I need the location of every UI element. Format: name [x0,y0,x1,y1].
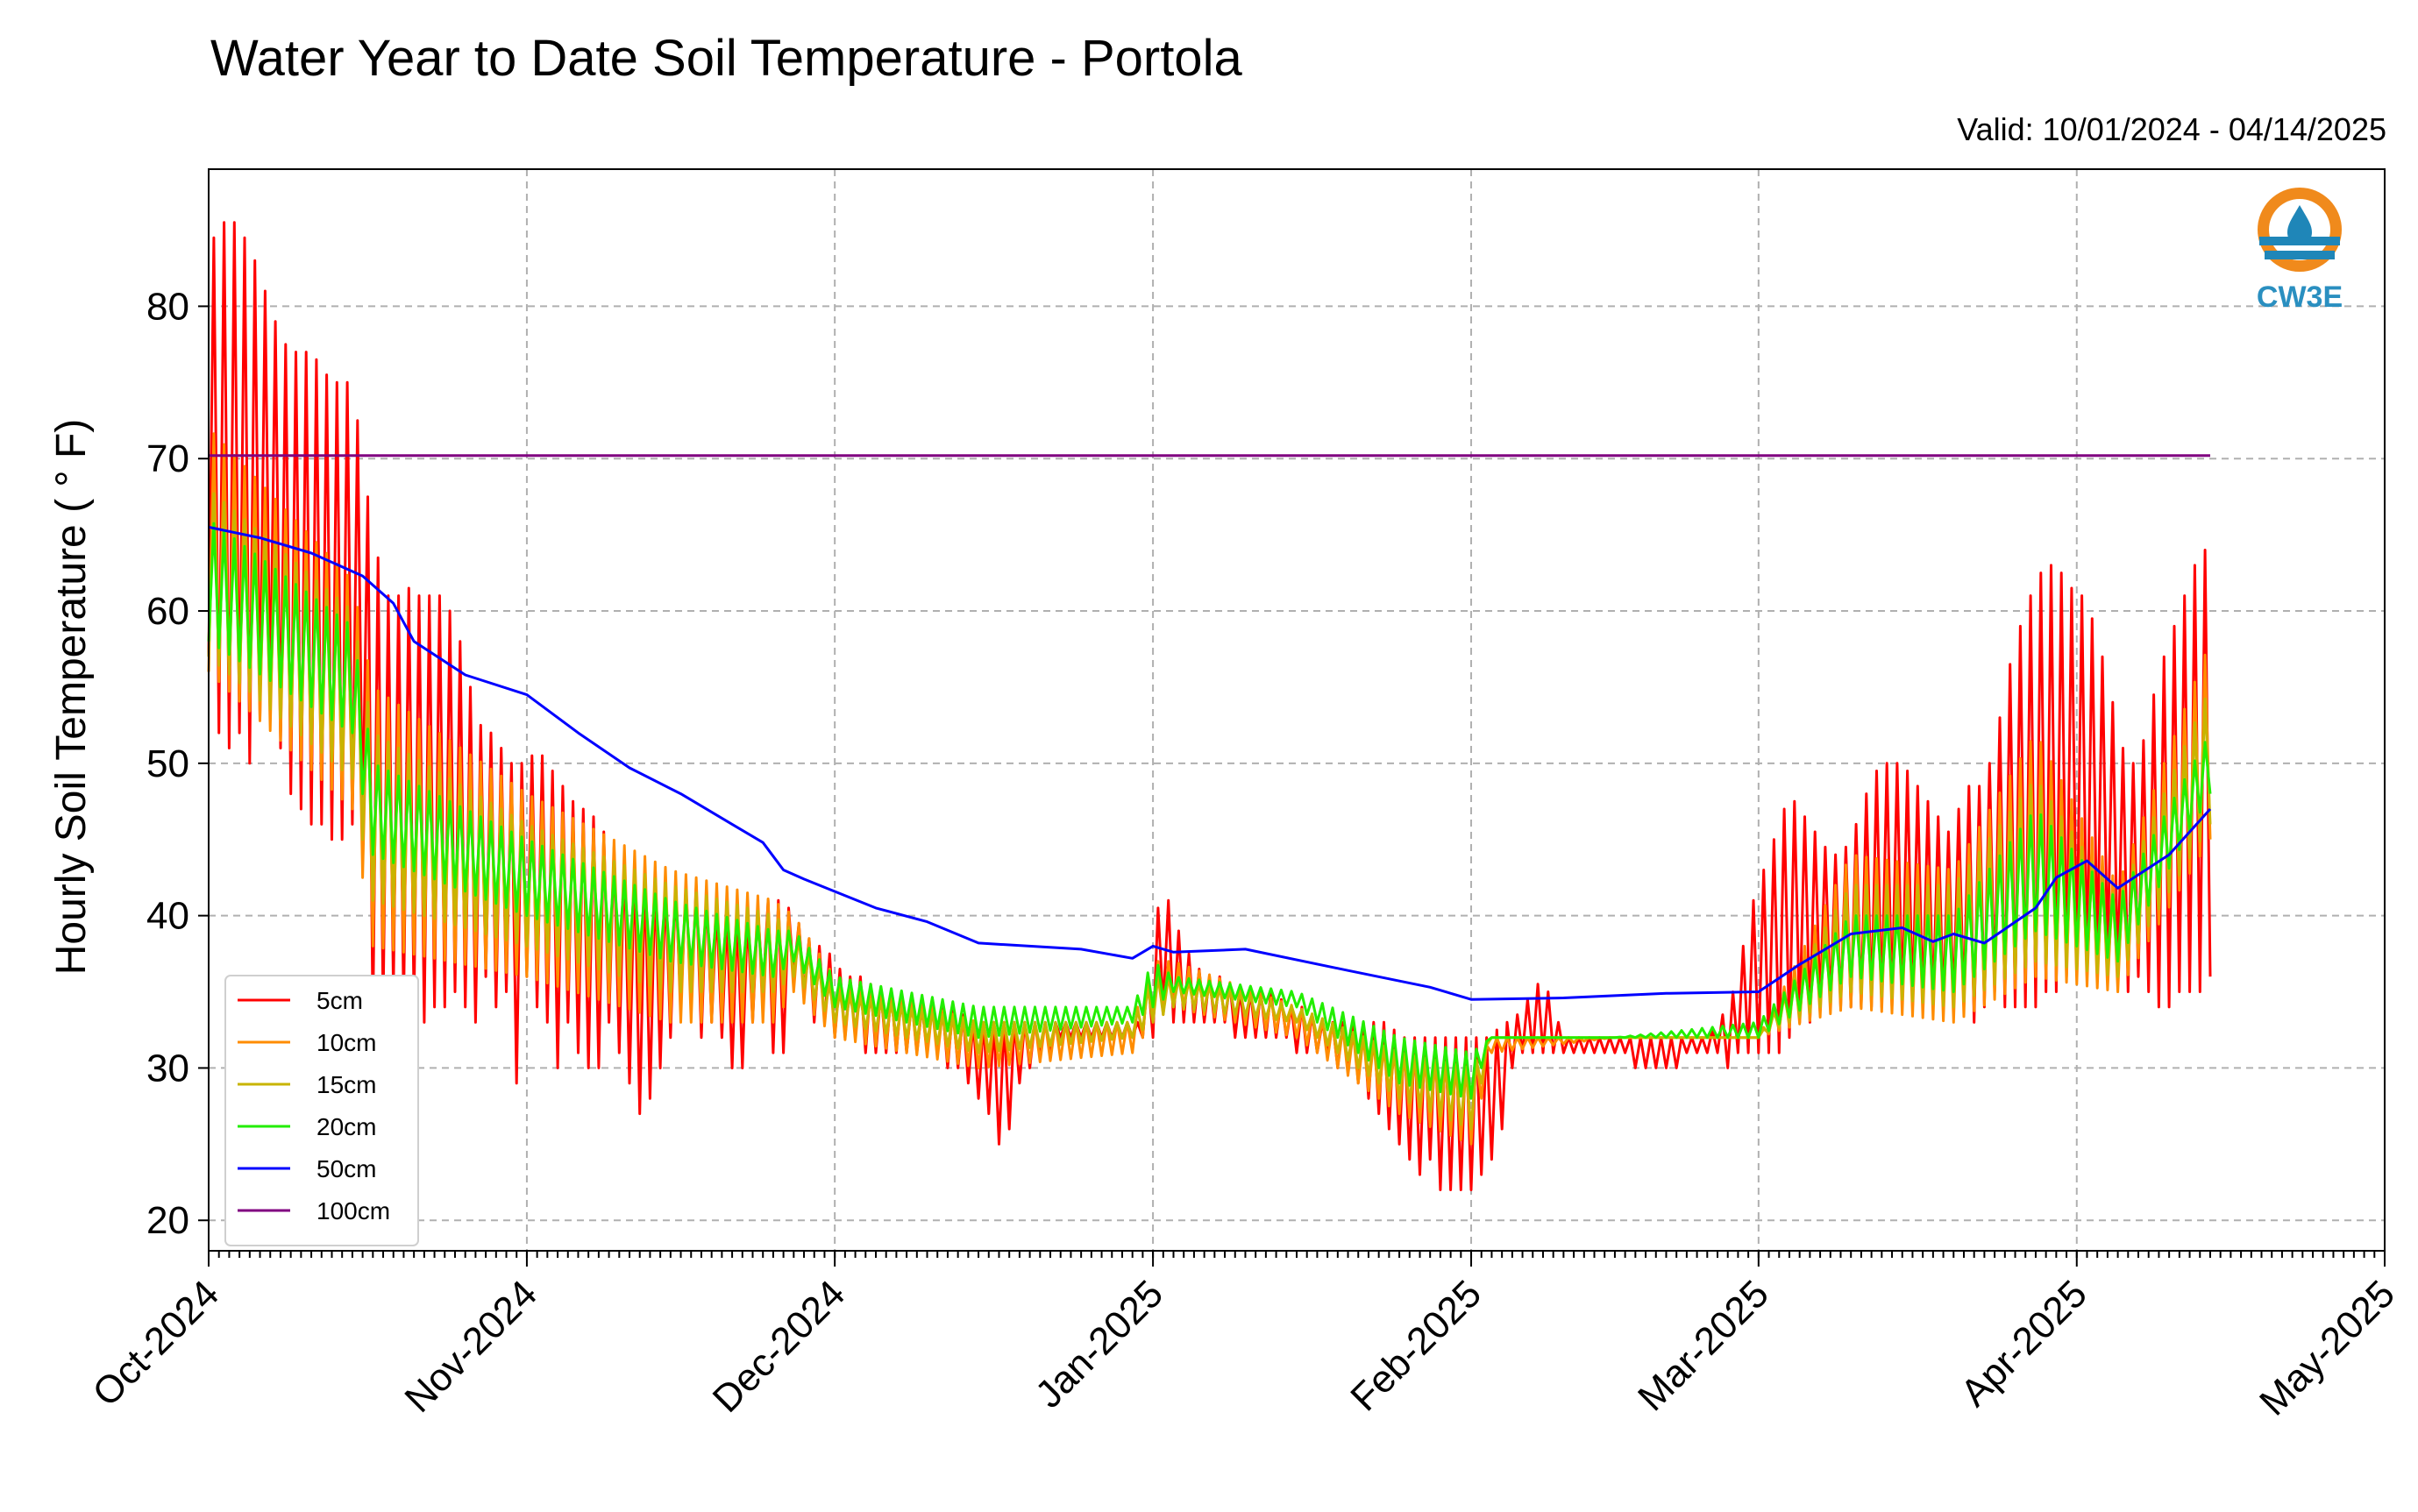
y-tick-label: 50 [146,742,189,785]
series-line-10cm [207,432,2212,1146]
series-line-15cm [207,492,2212,1131]
legend-label-20cm: 20cm [316,1113,376,1140]
legend: 5cm 10cm 15cm 20cm 50cm 100cm [224,975,419,1246]
x-tick-label: Nov-2024 [396,1272,545,1421]
y-tick-label: 40 [146,895,189,938]
logo-wave-icon [2265,251,2335,259]
x-tick-label: Feb-2025 [1342,1272,1490,1419]
chart-title: Water Year to Date Soil Temperature - Po… [210,30,1242,87]
chart-subtitle: Valid: 10/01/2024 - 04/14/2025 [1957,111,2386,147]
x-tick-label: May-2025 [2251,1272,2403,1423]
x-tick-label: Jan-2025 [1028,1272,1171,1416]
series-line-20cm [207,522,2212,1100]
y-tick-label: 30 [146,1047,189,1090]
legend-label-5cm: 5cm [316,987,363,1014]
series-line-5cm [207,221,2212,1191]
x-tick-label: Apr-2025 [1952,1272,2095,1415]
plot-area [208,168,2386,1252]
x-tick-label: Dec-2024 [705,1272,854,1421]
grid [208,169,2386,1251]
x-tick-label: Oct-2024 [84,1272,227,1415]
y-axis-label: Hourly Soil Temperature ( ° F) [48,419,95,976]
legend-label-50cm: 50cm [316,1155,376,1182]
legend-label-100cm: 100cm [316,1197,390,1225]
legend-label-15cm: 15cm [316,1071,376,1098]
y-tick-label: 60 [146,590,189,633]
x-tick-label: Mar-2025 [1630,1272,1777,1419]
series-line-50cm [208,525,2212,1001]
legend-label-10cm: 10cm [316,1029,376,1056]
y-tick-label: 70 [146,437,189,480]
y-tick-label: 80 [146,285,189,328]
series-lines [207,221,2212,1191]
y-tick-label: 20 [146,1199,189,1242]
logo-text: CW3E [2257,280,2343,314]
logo-drop-icon [2287,205,2312,245]
cw3e-logo: CW3E [2257,188,2343,314]
